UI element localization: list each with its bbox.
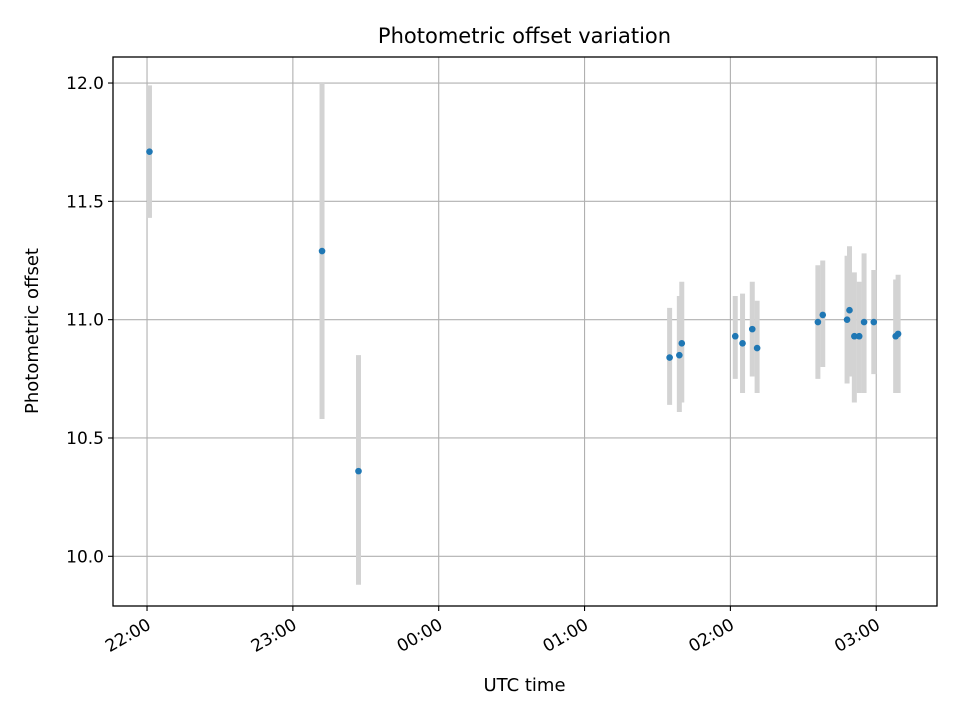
- y-tick-label: 12.0: [66, 74, 104, 94]
- data-point: [843, 316, 851, 323]
- errorbar-layer: [146, 83, 901, 585]
- data-point: [753, 344, 761, 352]
- x-tick-label: 23:00: [248, 615, 300, 657]
- y-tick-label: 11.5: [66, 192, 104, 212]
- x-tick-label: 00:00: [394, 615, 446, 657]
- y-tick-label: 10.0: [66, 547, 104, 567]
- data-point: [678, 340, 686, 347]
- data-point: [894, 330, 902, 338]
- data-point: [860, 318, 868, 326]
- data-point: [748, 325, 756, 333]
- plot-frame: [112, 56, 938, 607]
- data-point: [846, 306, 853, 314]
- point-layer: [146, 148, 902, 475]
- chart-title: Photometric offset variation: [378, 24, 671, 48]
- data-point: [814, 318, 822, 326]
- data-point: [851, 332, 858, 340]
- data-point: [666, 354, 673, 361]
- data-point: [146, 148, 153, 155]
- data-point: [355, 467, 362, 475]
- tick-layer: 22:00 23:00 00:00 01:00 02:00 03:00 10.0 10.5 11…: [66, 74, 884, 657]
- data-point: [855, 332, 863, 340]
- grid-layer: [113, 57, 937, 606]
- data-point: [676, 351, 683, 359]
- x-tick-label: 01:00: [540, 615, 592, 657]
- data-point: [870, 318, 878, 326]
- x-axis-label: UTC time: [483, 675, 565, 696]
- y-tick-label: 10.5: [66, 429, 104, 449]
- y-axis-label: Photometric offset: [22, 248, 43, 414]
- data-point: [739, 340, 746, 347]
- x-tick-label: 22:00: [102, 615, 154, 657]
- data-point: [819, 311, 827, 319]
- x-tick-label: 02:00: [685, 615, 737, 657]
- x-tick-label: 03:00: [831, 615, 883, 657]
- y-tick-label: 11.0: [66, 311, 104, 331]
- data-point: [318, 247, 326, 255]
- data-point: [731, 332, 739, 340]
